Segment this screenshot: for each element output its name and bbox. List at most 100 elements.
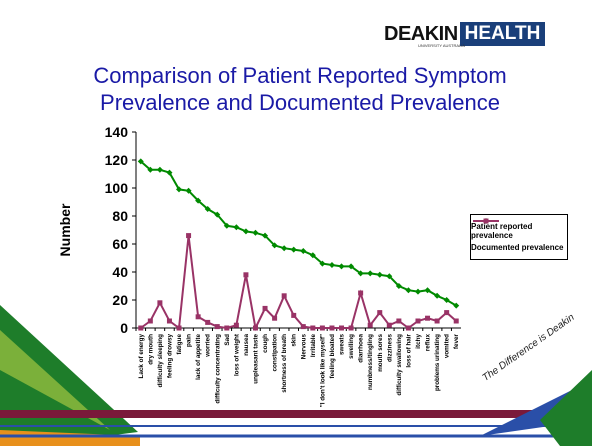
slide: The Difference is Deakin Number 0 20 40 60 8… bbox=[0, 0, 592, 446]
y-tick-label: 80 bbox=[112, 208, 128, 224]
data-point bbox=[253, 326, 258, 331]
data-point bbox=[377, 310, 382, 315]
x-tick-label: shortness of breath bbox=[281, 334, 288, 393]
x-tick-label: reflux bbox=[425, 334, 432, 352]
data-point bbox=[329, 326, 334, 331]
legend-marker bbox=[484, 219, 489, 224]
data-point bbox=[454, 319, 459, 324]
x-tick-label: "I don't look like myself" bbox=[319, 334, 326, 407]
data-point bbox=[435, 319, 440, 324]
y-tick-label: 120 bbox=[105, 152, 129, 168]
y-tick-label: 40 bbox=[112, 264, 128, 280]
tagline: The Difference is Deakin bbox=[481, 312, 577, 384]
x-tick-label: cough bbox=[262, 334, 269, 353]
x-tick-label: fatigue bbox=[176, 334, 183, 355]
y-tick-label: 20 bbox=[112, 292, 128, 308]
data-point bbox=[329, 262, 335, 268]
data-point bbox=[243, 272, 248, 277]
x-tick-label: swelling bbox=[348, 334, 355, 359]
data-point bbox=[291, 313, 296, 318]
data-point bbox=[233, 224, 239, 230]
data-point bbox=[148, 319, 153, 324]
y-axis-label: Number bbox=[57, 203, 73, 256]
x-tick-label: loss of weight bbox=[233, 333, 240, 376]
data-point bbox=[406, 326, 411, 331]
x-tick-label: Nervous bbox=[300, 334, 307, 360]
data-point bbox=[291, 247, 297, 253]
legend-item: Documented prevalence bbox=[471, 243, 567, 252]
data-point bbox=[387, 323, 392, 328]
data-point bbox=[234, 323, 239, 328]
data-point bbox=[377, 272, 383, 278]
data-point bbox=[367, 270, 373, 276]
y-tick-label: 0 bbox=[120, 320, 128, 336]
x-tick-label: itchy bbox=[415, 334, 422, 349]
legend-swatch bbox=[473, 217, 499, 225]
data-point bbox=[157, 167, 163, 173]
x-tick-label: dizziness bbox=[386, 334, 393, 362]
x-tick-label: Lack of energy bbox=[138, 334, 145, 379]
data-point bbox=[215, 324, 220, 329]
x-tick-label: lack of appetite bbox=[195, 334, 202, 380]
data-point bbox=[281, 245, 287, 251]
x-tick-label: feeling drowsy bbox=[166, 334, 173, 379]
data-point bbox=[177, 326, 182, 331]
data-point bbox=[301, 324, 306, 329]
y-tick-label: 140 bbox=[105, 124, 129, 140]
data-point bbox=[415, 289, 421, 295]
x-tick-label: sweats bbox=[339, 334, 346, 356]
data-point bbox=[138, 326, 143, 331]
logo-subtext: UNIVERSITY AUSTRALIA bbox=[418, 43, 465, 48]
data-point bbox=[405, 287, 411, 293]
data-point bbox=[167, 319, 172, 324]
x-tick-label: mouth sores bbox=[377, 334, 384, 372]
data-point bbox=[243, 228, 249, 234]
y-tick-label: 60 bbox=[112, 236, 128, 252]
data-point bbox=[339, 263, 345, 269]
data-point bbox=[320, 326, 325, 331]
y-tick-label: 100 bbox=[105, 180, 129, 196]
data-point bbox=[300, 248, 306, 254]
data-point bbox=[349, 326, 354, 331]
legend-label: Documented prevalence bbox=[471, 243, 563, 252]
data-point bbox=[196, 314, 201, 319]
data-point bbox=[252, 230, 258, 236]
x-tick-label: nausea bbox=[243, 334, 250, 356]
data-point bbox=[339, 326, 344, 331]
x-tick-label: difficulty concentrating bbox=[214, 334, 221, 404]
x-tick-label: pain bbox=[186, 334, 193, 347]
logo-text: HEALTH bbox=[460, 22, 546, 46]
x-tick-label: worried bbox=[205, 334, 212, 358]
x-tick-label: vomited bbox=[444, 334, 451, 358]
x-tick-label: feeling bloated bbox=[329, 334, 336, 379]
x-tick-label: dry mouth bbox=[147, 334, 154, 365]
chart-title: Comparison of Patient Reported Symptom P… bbox=[40, 62, 560, 116]
data-point bbox=[205, 320, 210, 325]
data-point bbox=[415, 319, 420, 324]
data-point bbox=[368, 323, 373, 328]
x-tick-label: Irritable bbox=[310, 334, 317, 358]
x-tick-label: numbness/tingling bbox=[367, 334, 374, 390]
x-tick-label: fever bbox=[453, 333, 460, 349]
decoration bbox=[0, 410, 592, 418]
data-point bbox=[444, 310, 449, 315]
data-point bbox=[358, 291, 363, 296]
x-tick-label: skin bbox=[291, 334, 298, 347]
data-point bbox=[186, 233, 191, 238]
x-tick-label: difficulty sleeping bbox=[157, 334, 164, 388]
data-point bbox=[282, 293, 287, 298]
x-tick-label: problems urinating bbox=[434, 334, 441, 391]
x-tick-label: Sad bbox=[224, 334, 231, 346]
x-tick-label: unpleasant taste bbox=[252, 334, 259, 384]
data-point bbox=[263, 306, 268, 311]
x-tick-label: loss of hair bbox=[405, 333, 412, 367]
data-point bbox=[396, 319, 401, 324]
data-point bbox=[272, 316, 277, 321]
data-point bbox=[224, 326, 229, 331]
data-point bbox=[157, 300, 162, 305]
x-tick-label: diarrhoea bbox=[358, 334, 365, 363]
x-tick-label: difficulty swallowing bbox=[396, 334, 403, 396]
x-tick-label: constipation bbox=[272, 334, 279, 372]
